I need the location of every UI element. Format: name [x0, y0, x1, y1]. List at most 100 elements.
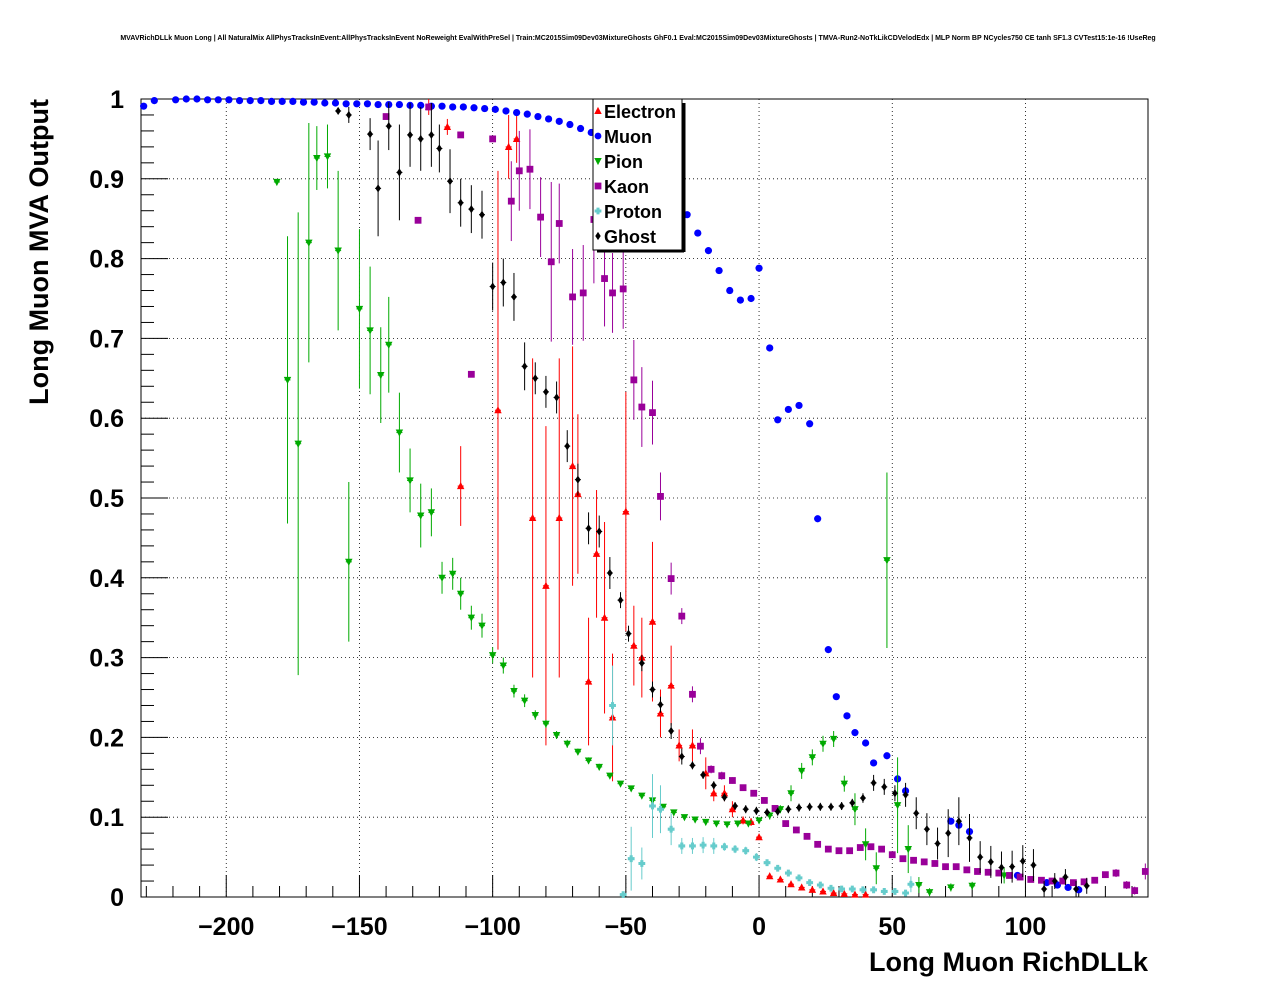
x-tick-label: 50	[878, 913, 906, 941]
data-point	[579, 289, 587, 297]
data-point	[267, 97, 276, 105]
x-tick-label: −150	[331, 913, 387, 941]
data-point	[619, 891, 627, 899]
data-point	[595, 763, 603, 772]
data-point	[776, 806, 785, 814]
y-tick-label: 0.6	[89, 405, 124, 433]
data-point	[808, 754, 817, 762]
data-point	[910, 856, 917, 864]
data-point	[851, 890, 859, 898]
data-point	[840, 889, 849, 897]
data-point	[566, 120, 574, 129]
data-point	[246, 96, 254, 105]
data-point	[1052, 876, 1058, 886]
data-point	[584, 677, 593, 685]
data-point	[334, 247, 342, 255]
data-point	[679, 752, 685, 761]
data-point	[913, 809, 919, 818]
data-point	[668, 726, 674, 736]
data-point	[609, 702, 616, 709]
data-point	[657, 805, 664, 813]
data-point	[436, 144, 443, 153]
data-point	[872, 865, 881, 873]
data-point	[375, 184, 381, 193]
data-point	[575, 475, 581, 484]
data-point	[630, 376, 638, 384]
data-point	[428, 130, 435, 139]
data-point	[849, 798, 856, 807]
data-point	[491, 105, 499, 113]
legend-label-kaon: Kaon	[604, 177, 649, 197]
data-point	[838, 885, 846, 893]
data-point	[712, 820, 721, 828]
data-point	[1027, 876, 1035, 883]
data-point	[819, 887, 827, 895]
data-point	[710, 789, 718, 797]
data-point	[507, 197, 515, 205]
data-point	[774, 807, 781, 816]
data-point	[418, 134, 424, 143]
data-point	[555, 117, 563, 125]
data-point	[1080, 878, 1088, 886]
data-point	[1020, 857, 1026, 866]
data-point	[945, 829, 951, 838]
data-point	[470, 104, 478, 112]
data-point	[689, 761, 696, 770]
data-point	[765, 872, 774, 880]
data-point	[457, 198, 464, 207]
x-tick-label: 0	[752, 913, 766, 941]
data-point	[739, 816, 747, 824]
data-point	[257, 96, 265, 105]
data-point	[934, 839, 941, 848]
data-point	[883, 752, 891, 760]
data-point	[726, 286, 734, 295]
data-point	[638, 403, 646, 411]
data-point	[639, 659, 645, 668]
data-point	[523, 110, 531, 118]
data-point	[414, 216, 422, 224]
data-point	[702, 818, 710, 827]
data-point	[499, 662, 508, 670]
data-point	[346, 110, 352, 120]
data-point	[846, 847, 854, 855]
data-point	[182, 95, 190, 103]
data-point	[806, 802, 813, 811]
data-point	[193, 95, 201, 103]
data-point	[718, 772, 726, 780]
data-point	[700, 770, 706, 779]
data-point	[739, 784, 747, 792]
data-point	[817, 802, 824, 811]
data-point	[1009, 862, 1015, 871]
series-ghost	[335, 102, 1090, 897]
data-point	[711, 781, 717, 790]
data-point	[1000, 872, 1008, 880]
data-point	[782, 820, 790, 827]
data-point	[667, 575, 675, 582]
data-point	[803, 832, 811, 840]
legend: Electron Muon Pion Kaon Proton Ghost	[592, 98, 686, 253]
data-point	[617, 596, 624, 605]
data-point	[797, 767, 806, 775]
data-point	[710, 842, 718, 850]
data-point	[1141, 868, 1149, 875]
data-point	[552, 731, 561, 740]
data-point	[867, 843, 875, 851]
data-point	[870, 886, 878, 894]
data-point	[787, 790, 795, 798]
data-point	[721, 793, 728, 802]
data-point	[870, 778, 877, 787]
data-point	[456, 481, 465, 490]
data-point	[1062, 872, 1069, 882]
data-point	[744, 820, 753, 828]
data-point	[563, 740, 571, 748]
data-point	[547, 258, 555, 266]
data-point	[478, 622, 486, 630]
y-tick-label: 0.2	[89, 724, 124, 752]
data-point	[585, 524, 592, 533]
data-point	[880, 888, 888, 895]
data-point	[542, 720, 550, 728]
data-point	[513, 108, 521, 117]
data-point	[500, 278, 507, 287]
data-point	[947, 817, 955, 825]
y-tick-label: 0.8	[89, 246, 124, 274]
